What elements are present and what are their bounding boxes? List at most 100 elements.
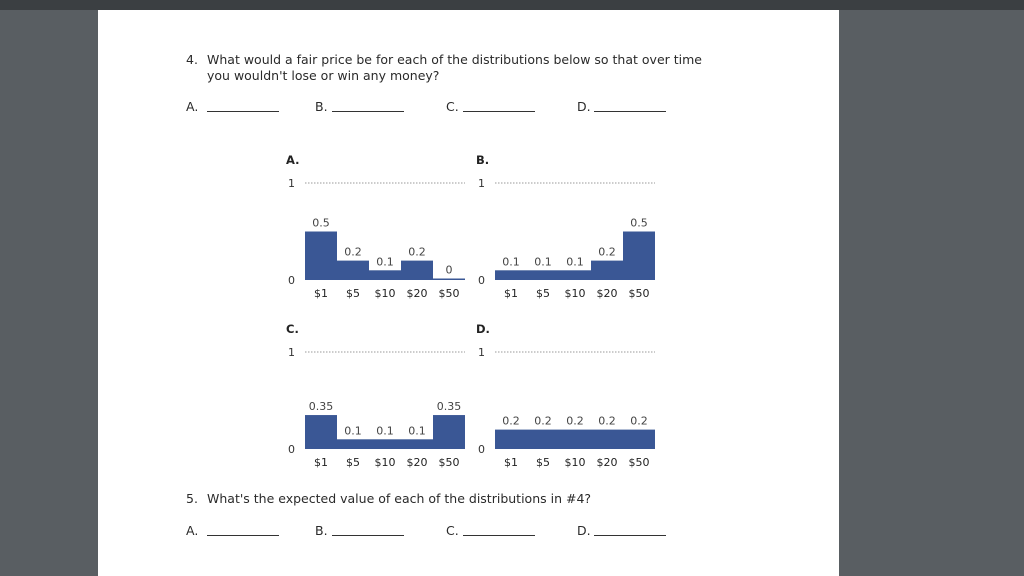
- x-tick-label: $10: [565, 456, 586, 469]
- q4-answer-c-blank[interactable]: [463, 111, 535, 112]
- x-tick-label: $20: [407, 456, 428, 469]
- bar-value-label: 0.1: [502, 255, 520, 268]
- q5-answer-d-label: D.: [577, 523, 591, 538]
- bar: [337, 439, 369, 449]
- bar: [305, 415, 337, 449]
- bar: [495, 270, 527, 280]
- chart-c: C. 1 0 0.35 $1 0.1 $5 0.1 $10 0.1 $20 0.35 $50: [283, 321, 473, 476]
- bar-value-label: 0.2: [502, 415, 520, 428]
- chart-svg: C. 1 0 0.35 $1 0.1 $5 0.1 $10 0.1 $20 0.35 $50: [286, 322, 465, 469]
- chart-svg: B. 1 0 0.1 $1 0.1 $5 0.1 $10 0.2 $20 0.5 $50: [476, 153, 655, 300]
- x-tick-label: $50: [629, 287, 650, 300]
- x-tick-label: $5: [346, 456, 360, 469]
- x-tick-label: $20: [407, 287, 428, 300]
- chart-title: C.: [286, 322, 299, 336]
- chart-title: D.: [476, 322, 490, 336]
- x-tick-label: $1: [504, 287, 518, 300]
- q5-text: What's the expected value of each of the…: [207, 491, 592, 506]
- bar-value-label: 0.2: [566, 415, 584, 428]
- bar-value-label: 0.2: [344, 246, 362, 259]
- bar: [559, 429, 591, 449]
- bar: [527, 429, 559, 449]
- q4-text-line1: What would a fair price be for each of t…: [207, 52, 702, 67]
- q5-answer-c-label: C.: [446, 523, 459, 538]
- bar: [433, 278, 465, 280]
- bar-value-label: 0.35: [309, 400, 334, 413]
- bar: [433, 415, 465, 449]
- x-tick-label: $50: [439, 456, 460, 469]
- bar: [527, 270, 559, 280]
- q5-answer-b-label: B.: [315, 523, 328, 538]
- bar: [401, 260, 433, 280]
- bar-value-label: 0.1: [376, 255, 394, 268]
- bar-value-label: 0: [446, 264, 453, 277]
- bar: [305, 231, 337, 280]
- bar-value-label: 0.1: [566, 255, 584, 268]
- bar-value-label: 0.2: [630, 415, 648, 428]
- bar-value-label: 0.1: [376, 424, 394, 437]
- chart-title: A.: [286, 153, 299, 167]
- y-tick-label-1: 1: [288, 177, 295, 190]
- q4-answer-c-label: C.: [446, 99, 459, 114]
- bar-value-label: 0.5: [312, 217, 330, 230]
- q5-answer-b-blank[interactable]: [332, 535, 404, 536]
- q4-answer-a-label: A.: [186, 99, 199, 114]
- y-tick-label-0: 0: [478, 274, 485, 287]
- x-tick-label: $50: [439, 287, 460, 300]
- bar: [495, 429, 527, 449]
- chart-svg: A. 1 0 0.5 $1 0.2 $5 0.1 $10 0.2 $20 0 $50: [286, 153, 465, 300]
- x-tick-label: $1: [314, 287, 328, 300]
- bar: [591, 429, 623, 449]
- chart-svg: D. 1 0 0.2 $1 0.2 $5 0.2 $10 0.2 $20 0.2 $50: [476, 322, 655, 469]
- y-tick-label-1: 1: [478, 346, 485, 359]
- q4-answer-a-blank[interactable]: [207, 111, 279, 112]
- q5-answer-c-blank[interactable]: [463, 535, 535, 536]
- x-tick-label: $5: [536, 287, 550, 300]
- x-tick-label: $1: [314, 456, 328, 469]
- x-tick-label: $5: [346, 287, 360, 300]
- x-tick-label: $20: [597, 287, 618, 300]
- bar: [591, 260, 623, 280]
- q4-answer-d-label: D.: [577, 99, 591, 114]
- q4-answer-d-blank[interactable]: [594, 111, 666, 112]
- y-tick-label-1: 1: [288, 346, 295, 359]
- x-tick-label: $10: [565, 287, 586, 300]
- q5-number: 5.: [186, 491, 198, 506]
- bar: [369, 439, 401, 449]
- bar-value-label: 0.35: [437, 400, 462, 413]
- x-tick-label: $5: [536, 456, 550, 469]
- q4-answer-b-label: B.: [315, 99, 328, 114]
- bar-value-label: 0.5: [630, 217, 648, 230]
- chart-b: B. 1 0 0.1 $1 0.1 $5 0.1 $10 0.2 $20 0.5 $50: [473, 152, 663, 307]
- x-tick-label: $20: [597, 456, 618, 469]
- bar-value-label: 0.2: [598, 246, 616, 259]
- q5-answer-a-blank[interactable]: [207, 535, 279, 536]
- q5-answer-d-blank[interactable]: [594, 535, 666, 536]
- x-tick-label: $10: [375, 456, 396, 469]
- q4-text-line2: you wouldn't lose or win any money?: [207, 68, 440, 83]
- bar-value-label: 0.1: [534, 255, 552, 268]
- bar: [337, 260, 369, 280]
- bar: [369, 270, 401, 280]
- chart-a: A. 1 0 0.5 $1 0.2 $5 0.1 $10 0.2 $20 0 $50: [283, 152, 473, 307]
- bar: [623, 231, 655, 280]
- bar: [623, 429, 655, 449]
- bar-value-label: 0.2: [408, 246, 426, 259]
- q5-answer-a-label: A.: [186, 523, 199, 538]
- q4-answer-b-blank[interactable]: [332, 111, 404, 112]
- q4-number: 4.: [186, 52, 198, 67]
- bar: [401, 439, 433, 449]
- y-tick-label-0: 0: [288, 443, 295, 456]
- chart-title: B.: [476, 153, 489, 167]
- worksheet-page: 4. What would a fair price be for each o…: [98, 10, 839, 576]
- bar-value-label: 0.2: [598, 415, 616, 428]
- chart-d: D. 1 0 0.2 $1 0.2 $5 0.2 $10 0.2 $20 0.2 $50: [473, 321, 663, 476]
- bar-value-label: 0.1: [344, 424, 362, 437]
- x-tick-label: $50: [629, 456, 650, 469]
- bar: [559, 270, 591, 280]
- viewer-toolbar: [0, 0, 1024, 10]
- y-tick-label-1: 1: [478, 177, 485, 190]
- x-tick-label: $10: [375, 287, 396, 300]
- y-tick-label-0: 0: [288, 274, 295, 287]
- x-tick-label: $1: [504, 456, 518, 469]
